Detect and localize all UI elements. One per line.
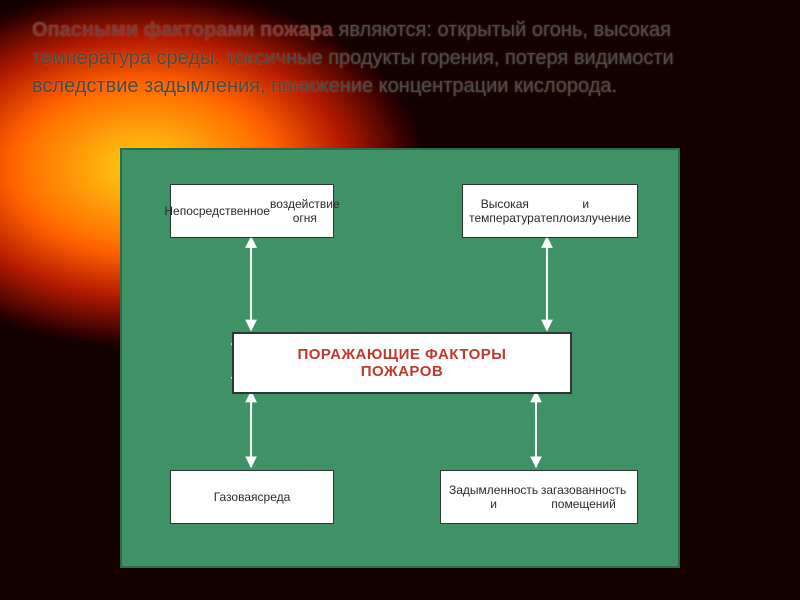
center-line1: ПОРАЖАЮЩИЕ ФАКТОРЫ bbox=[297, 346, 506, 363]
node-tl: Непосредственноевоздействие огня bbox=[170, 184, 334, 238]
node-tr: Высокая температураи теплоизлучение bbox=[462, 184, 638, 238]
header-text: Опасными факторами пожара являются: откр… bbox=[32, 16, 768, 100]
center-line2: ПОЖАРОВ bbox=[297, 363, 506, 380]
node-bl: Газоваясреда bbox=[170, 470, 334, 524]
node-br: Задымленность изагазованность помещений bbox=[440, 470, 638, 524]
header-accent: Опасными факторами пожара bbox=[32, 19, 333, 41]
diagram-panel: ПОРАЖАЮЩИЕ ФАКТОРЫ ПОЖАРОВ Непосредствен… bbox=[120, 148, 680, 568]
center-node: ПОРАЖАЮЩИЕ ФАКТОРЫ ПОЖАРОВ bbox=[232, 332, 572, 394]
